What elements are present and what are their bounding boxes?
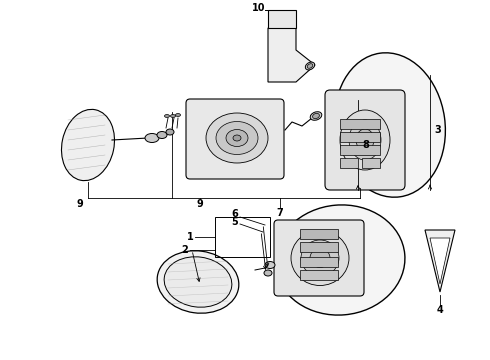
Ellipse shape [165,114,170,117]
Ellipse shape [301,240,339,276]
Ellipse shape [61,109,115,181]
Ellipse shape [313,113,319,119]
Bar [300,242,338,252]
Bar [268,10,296,28]
Ellipse shape [166,129,174,135]
Ellipse shape [349,120,381,160]
Bar [340,132,380,142]
Ellipse shape [157,131,167,139]
Text: 4: 4 [437,305,443,315]
Text: 8: 8 [363,140,369,150]
Ellipse shape [175,113,180,117]
Ellipse shape [356,129,374,151]
Ellipse shape [216,122,258,154]
Text: 1: 1 [187,232,194,242]
Ellipse shape [310,112,322,120]
Bar [340,119,380,129]
Ellipse shape [291,230,349,285]
Bar [300,257,338,267]
Polygon shape [268,28,315,82]
Ellipse shape [335,53,445,197]
Text: 6: 6 [232,209,238,219]
Ellipse shape [340,110,390,170]
Ellipse shape [264,270,272,276]
Ellipse shape [275,205,405,315]
Bar [362,158,380,168]
Ellipse shape [164,257,232,307]
Polygon shape [430,238,450,284]
Ellipse shape [157,251,239,313]
Bar [340,145,380,155]
FancyBboxPatch shape [274,220,364,296]
Ellipse shape [171,114,175,117]
FancyBboxPatch shape [325,90,405,190]
Ellipse shape [233,135,241,141]
Ellipse shape [305,62,315,70]
Ellipse shape [307,64,313,68]
Text: 3: 3 [435,125,441,135]
Text: 9: 9 [76,199,83,209]
Text: 9: 9 [196,199,203,209]
Text: 10: 10 [252,3,266,13]
Text: 7: 7 [277,208,283,218]
Text: 5: 5 [232,217,238,227]
Bar [340,158,358,168]
Ellipse shape [226,130,248,147]
Ellipse shape [145,134,159,143]
Polygon shape [425,230,455,292]
Text: 2: 2 [182,245,188,255]
FancyBboxPatch shape [186,99,284,179]
Ellipse shape [206,113,268,163]
Bar [215,217,270,257]
Ellipse shape [265,261,275,269]
Bar [300,270,338,280]
Bar [300,229,338,239]
Ellipse shape [310,248,330,267]
